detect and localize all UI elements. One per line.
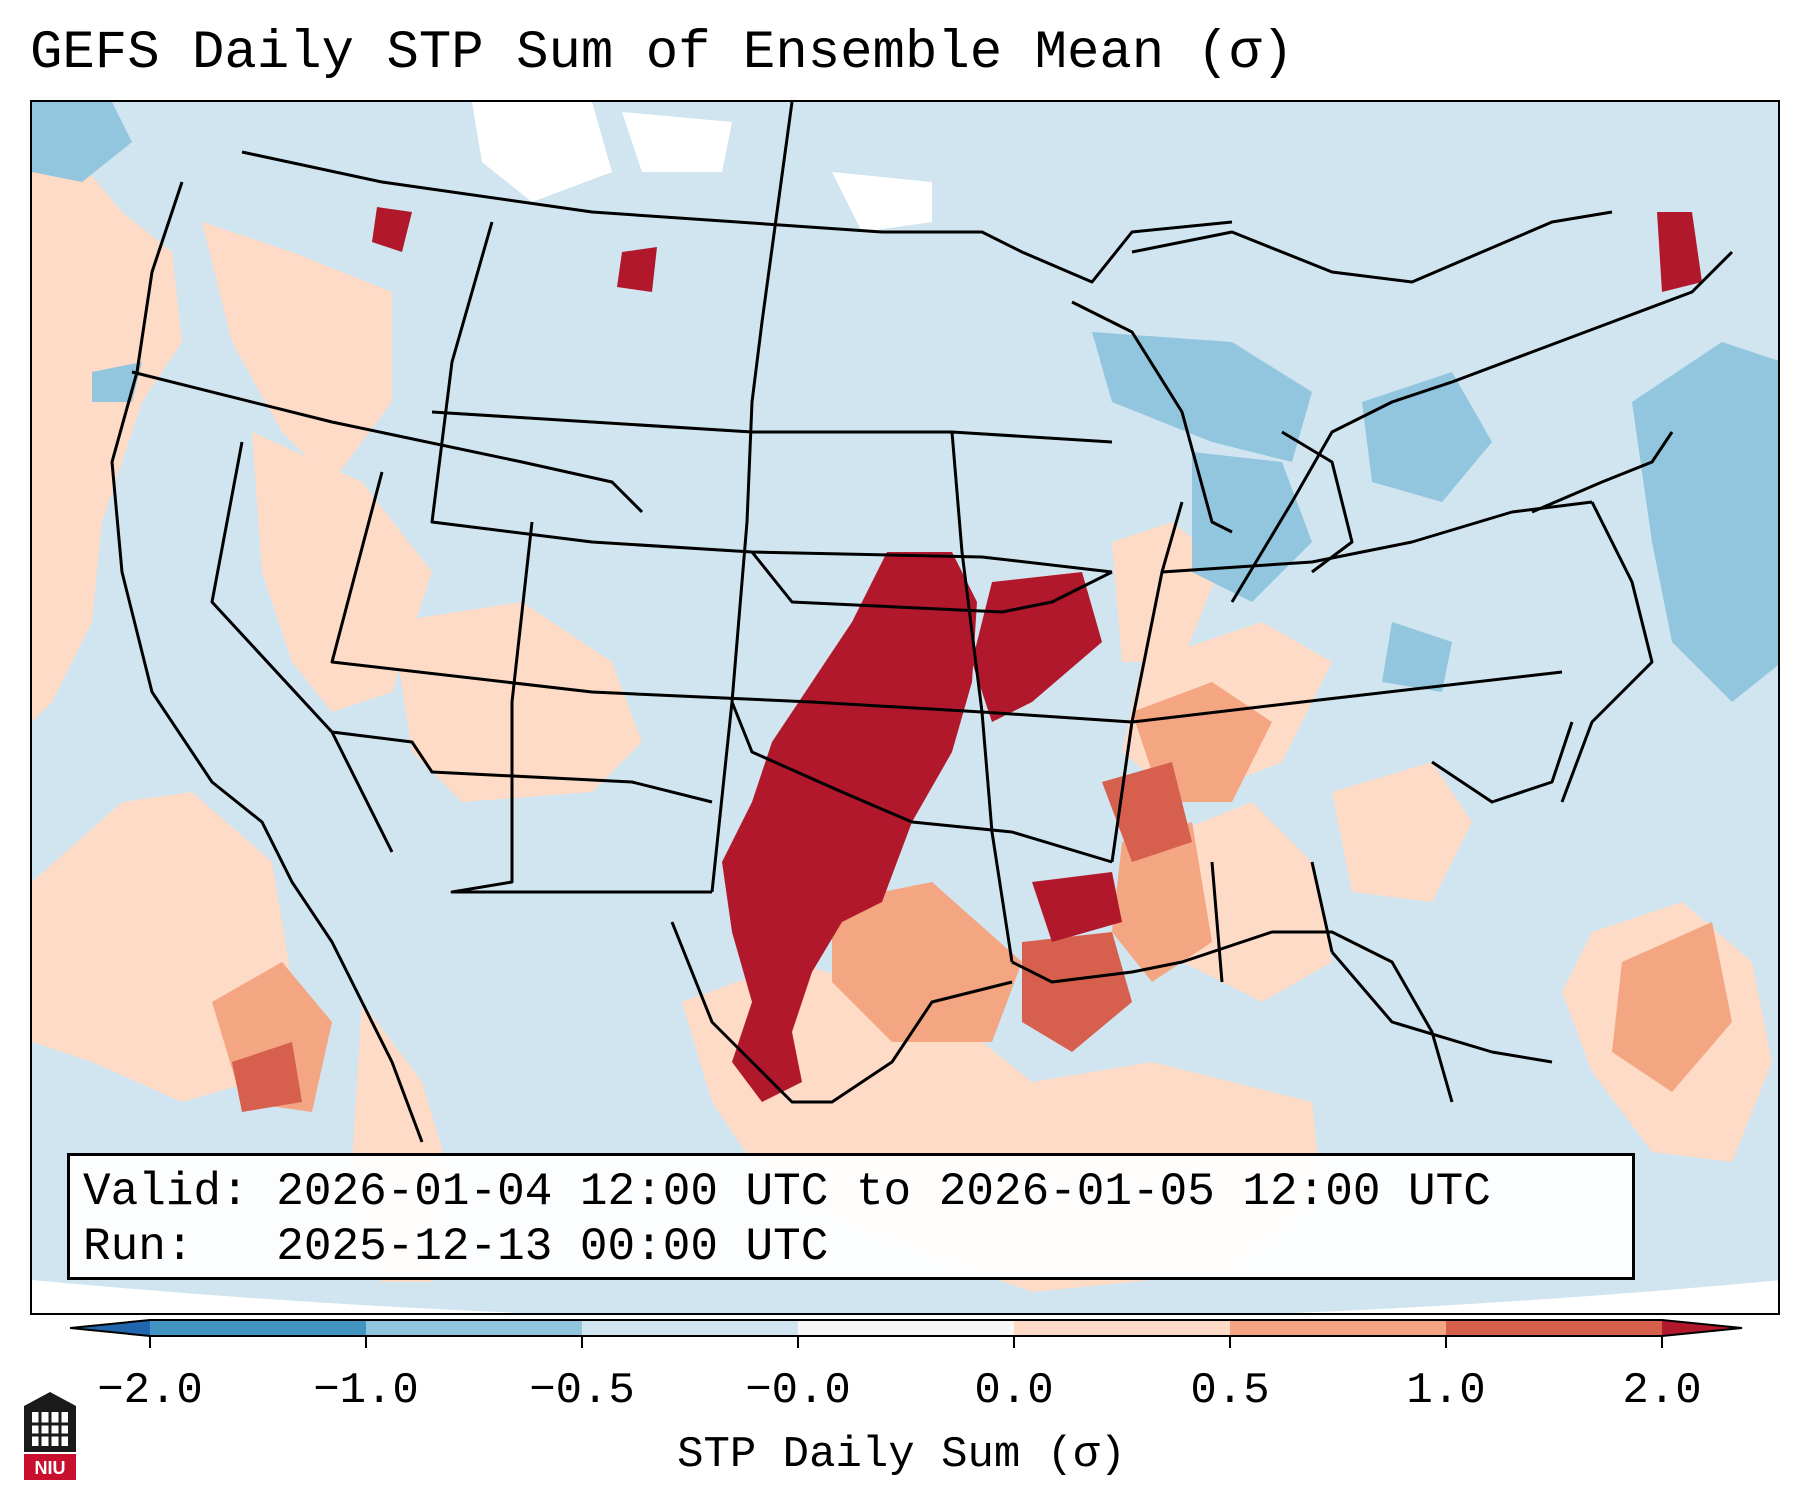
colorbar-bin-5 [1014,1320,1230,1336]
colorbar [70,1319,1743,1348]
colorbar-tick-label: 0.0 [974,1366,1054,1416]
colorbar-tick-label: −2.0 [97,1366,203,1416]
run-label: Run: [83,1221,194,1273]
colorbar-label: STP Daily Sum (σ) [677,1430,1126,1480]
colorbar-tick-label: −0.5 [529,1366,635,1416]
boundary-lines [110,102,1734,1143]
colorbar-tick-label: 1.0 [1406,1366,1486,1416]
colorbar-bin-6 [1230,1320,1446,1336]
colorbar-low-extension [70,1320,150,1336]
colorbar-high-extension [1662,1320,1742,1336]
map-panel [30,100,1780,1315]
colorbar-tick-label: −1.0 [313,1366,419,1416]
run-value: 2025-12-13 00:00 UTC [276,1221,829,1273]
colorbar-tick-label: 0.5 [1190,1366,1270,1416]
high-risk-corridor [372,207,1702,1102]
stp-anomaly-map [32,102,1778,1313]
valid-run-infobox: Valid: 2026-01-04 12:00 UTC to 2026-01-0… [67,1153,1635,1280]
map-title: GEFS Daily STP Sum of Ensemble Mean (σ) [30,23,1294,84]
strong-positive-core [232,762,1192,1112]
colorbar-bin-2 [366,1320,582,1336]
colorbar-tick-marks [149,1336,1663,1348]
logo-text: NIU [35,1458,66,1478]
colorbar-tick-label: 2.0 [1622,1366,1702,1416]
niu-logo-icon: NIU [24,1392,76,1480]
colorbar-bin-1 [150,1320,366,1336]
near-zero-patches [472,102,932,232]
colorbar-bin-3 [582,1320,798,1336]
valid-label: Valid: [83,1166,249,1218]
valid-value: 2026-01-04 12:00 UTC to 2026-01-05 12:00… [276,1166,1491,1218]
colorbar-bin-7 [1446,1320,1662,1336]
colorbar-bin-4 [798,1320,1014,1336]
colorbar-tick-label: −0.0 [745,1366,851,1416]
